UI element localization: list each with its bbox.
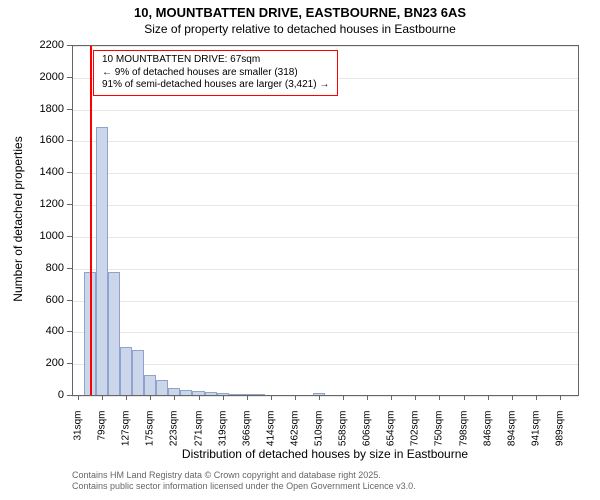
ytick-label: 2200 bbox=[24, 39, 64, 51]
grid-line bbox=[72, 141, 578, 142]
grid-line bbox=[72, 205, 578, 206]
xtick-mark bbox=[391, 395, 392, 400]
grid-line bbox=[72, 173, 578, 174]
xtick-mark bbox=[415, 395, 416, 400]
xtick-label: 271sqm bbox=[193, 411, 204, 461]
histogram-chart: 10, MOUNTBATTEN DRIVE, EASTBOURNE, BN23 … bbox=[0, 0, 600, 500]
xtick-mark bbox=[439, 395, 440, 400]
xtick-label: 989sqm bbox=[554, 411, 565, 461]
annotation-line: 10 MOUNTBATTEN DRIVE: 67sqm bbox=[102, 54, 329, 67]
xtick-label: 846sqm bbox=[482, 411, 493, 461]
xtick-label: 941sqm bbox=[530, 411, 541, 461]
y-axis-label: Number of detached properties bbox=[11, 44, 25, 394]
xtick-mark bbox=[126, 395, 127, 400]
xtick-mark bbox=[271, 395, 272, 400]
annotation-line: 91% of semi-detached houses are larger (… bbox=[102, 79, 329, 92]
ytick-label: 800 bbox=[24, 262, 64, 274]
xtick-label: 510sqm bbox=[313, 411, 324, 461]
grid-line bbox=[72, 364, 578, 365]
xtick-label: 175sqm bbox=[145, 411, 156, 461]
xtick-label: 319sqm bbox=[217, 411, 228, 461]
xtick-mark bbox=[174, 395, 175, 400]
xtick-label: 894sqm bbox=[506, 411, 517, 461]
chart-subtitle: Size of property relative to detached ho… bbox=[0, 22, 600, 36]
xtick-mark bbox=[367, 395, 368, 400]
xtick-mark bbox=[78, 395, 79, 400]
chart-title: 10, MOUNTBATTEN DRIVE, EASTBOURNE, BN23 … bbox=[0, 5, 600, 20]
ytick-label: 1400 bbox=[24, 166, 64, 178]
xtick-label: 127sqm bbox=[121, 411, 132, 461]
grid-line bbox=[72, 396, 578, 397]
xtick-label: 558sqm bbox=[338, 411, 349, 461]
ytick-label: 0 bbox=[24, 389, 64, 401]
xtick-label: 462sqm bbox=[289, 411, 300, 461]
xtick-label: 750sqm bbox=[434, 411, 445, 461]
footer-attribution: Contains HM Land Registry data © Crown c… bbox=[72, 470, 416, 492]
ytick-label: 1200 bbox=[24, 198, 64, 210]
footer-line: Contains HM Land Registry data © Crown c… bbox=[72, 470, 416, 481]
histogram-bar bbox=[120, 347, 132, 396]
histogram-bar bbox=[132, 350, 144, 396]
xtick-label: 606sqm bbox=[362, 411, 373, 461]
xtick-mark bbox=[536, 395, 537, 400]
xtick-label: 31sqm bbox=[73, 411, 84, 461]
grid-line bbox=[72, 332, 578, 333]
xtick-mark bbox=[150, 395, 151, 400]
xtick-label: 414sqm bbox=[265, 411, 276, 461]
ytick-label: 400 bbox=[24, 325, 64, 337]
xtick-label: 798sqm bbox=[458, 411, 469, 461]
grid-line bbox=[72, 46, 578, 47]
xtick-mark bbox=[560, 395, 561, 400]
ytick-label: 2000 bbox=[24, 71, 64, 83]
grid-line bbox=[72, 237, 578, 238]
xtick-mark bbox=[488, 395, 489, 400]
ytick-label: 1800 bbox=[24, 103, 64, 115]
xtick-label: 79sqm bbox=[97, 411, 108, 461]
ytick-label: 1600 bbox=[24, 134, 64, 146]
grid-line bbox=[72, 110, 578, 111]
xtick-mark bbox=[247, 395, 248, 400]
xtick-label: 223sqm bbox=[169, 411, 180, 461]
xtick-mark bbox=[199, 395, 200, 400]
ytick-label: 600 bbox=[24, 294, 64, 306]
xtick-label: 654sqm bbox=[386, 411, 397, 461]
xtick-mark bbox=[295, 395, 296, 400]
histogram-bar bbox=[144, 375, 156, 396]
ytick-label: 1000 bbox=[24, 230, 64, 242]
grid-line bbox=[72, 269, 578, 270]
xtick-mark bbox=[102, 395, 103, 400]
xtick-mark bbox=[512, 395, 513, 400]
ytick-label: 200 bbox=[24, 357, 64, 369]
property-marker-line bbox=[90, 46, 92, 396]
xtick-mark bbox=[319, 395, 320, 400]
histogram-bar bbox=[96, 127, 108, 396]
footer-line: Contains public sector information licen… bbox=[72, 481, 416, 492]
histogram-bar bbox=[156, 380, 168, 396]
xtick-label: 702sqm bbox=[410, 411, 421, 461]
annotation-box: 10 MOUNTBATTEN DRIVE: 67sqm← 9% of detac… bbox=[93, 50, 338, 96]
xtick-mark bbox=[223, 395, 224, 400]
xtick-mark bbox=[343, 395, 344, 400]
plot-area bbox=[72, 45, 579, 396]
annotation-line: ← 9% of detached houses are smaller (318… bbox=[102, 67, 329, 80]
grid-line bbox=[72, 301, 578, 302]
xtick-mark bbox=[464, 395, 465, 400]
xtick-label: 366sqm bbox=[241, 411, 252, 461]
histogram-bar bbox=[108, 272, 120, 396]
